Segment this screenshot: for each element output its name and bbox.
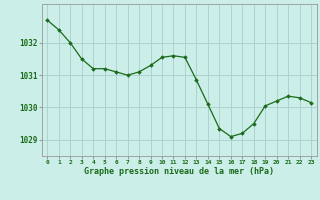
X-axis label: Graphe pression niveau de la mer (hPa): Graphe pression niveau de la mer (hPa) — [84, 167, 274, 176]
